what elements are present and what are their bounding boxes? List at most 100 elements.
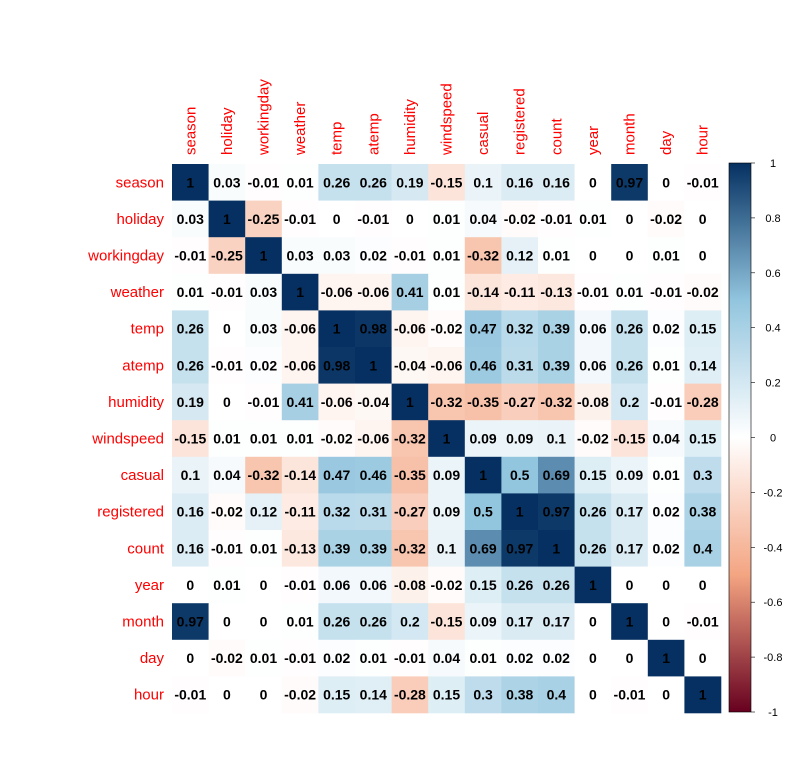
- cell-value-holiday-month: 0: [626, 211, 634, 227]
- cell-value-temp-season: 0.26: [177, 321, 204, 337]
- heatmap-cell-humidity-atemp: [355, 383, 392, 421]
- cell-value-day-count: 0.02: [543, 650, 570, 666]
- heatmap-cell-weather-holiday: [208, 273, 246, 311]
- heatmap-cell-season-temp: [318, 164, 356, 201]
- heatmap-cell-casual-weather: [281, 456, 319, 494]
- heatmap-cell-count-season: [172, 530, 209, 567]
- cell-value-day-windspeed: 0.04: [433, 650, 460, 666]
- cell-value-day-season: 0: [186, 650, 194, 666]
- cell-value-registered-month: 0.17: [616, 504, 643, 520]
- heatmap-cell-registered-windspeed: [428, 493, 466, 531]
- heatmap-cell-registered-month: [611, 493, 649, 531]
- cell-value-temp-registered: 0.32: [506, 321, 533, 337]
- heatmap-cell-month-weather: [281, 603, 319, 641]
- cell-value-weather-windspeed: 0.01: [433, 284, 460, 300]
- cell-value-season-temp: 0.26: [323, 174, 350, 190]
- cell-value-workingday-holiday: -0.25: [211, 248, 243, 264]
- cell-value-count-weather: -0.13: [284, 540, 316, 556]
- column-label-workingday: workingday: [256, 79, 273, 156]
- cell-value-humidity-atemp: -0.04: [357, 394, 389, 410]
- row-label-hour: hour: [134, 687, 164, 704]
- cell-value-day-month: 0: [626, 650, 634, 666]
- cell-value-holiday-registered: -0.02: [504, 211, 536, 227]
- cell-value-year-count: 0.26: [543, 577, 570, 593]
- heatmap-cell-season-humidity: [391, 164, 429, 201]
- cell-value-count-registered: 0.97: [506, 540, 533, 556]
- heatmap-cell-workingday-weather: [281, 237, 319, 275]
- cell-value-casual-season: 0.1: [181, 467, 201, 483]
- cell-value-windspeed-temp: -0.02: [321, 431, 353, 447]
- column-label-month: month: [622, 113, 639, 155]
- cell-value-atemp-workingday: 0.02: [250, 357, 277, 373]
- cell-value-temp-holiday: 0: [223, 321, 231, 337]
- heatmap-cell-count-atemp: [355, 530, 392, 567]
- row-label-humidity: humidity: [108, 394, 164, 411]
- heatmap-cell-weather-year: [574, 273, 612, 311]
- heatmap-cell-registered-weather: [281, 493, 319, 531]
- heatmap-cell-season-holiday: [208, 164, 246, 201]
- heatmap-cell-atemp-hour: [684, 347, 722, 384]
- cell-value-year-humidity: -0.08: [394, 577, 426, 593]
- cell-value-windspeed-windspeed: 1: [443, 431, 451, 447]
- heatmap-cell-year-count: [538, 566, 575, 604]
- heatmap-cell-workingday-hour: [684, 237, 722, 275]
- heatmap-cell-holiday-hour: [684, 200, 722, 238]
- cell-value-registered-humidity: -0.27: [394, 504, 426, 520]
- heatmap-cell-month-humidity: [391, 603, 429, 641]
- heatmap-cell-windspeed-month: [611, 420, 649, 458]
- cell-value-weather-season: 0.01: [177, 284, 204, 300]
- cell-value-registered-day: 0.02: [652, 504, 679, 520]
- cell-value-atemp-month: 0.26: [616, 357, 643, 373]
- cell-value-year-registered: 0.26: [506, 577, 533, 593]
- cell-value-holiday-atemp: -0.01: [357, 211, 389, 227]
- cell-value-registered-count: 0.97: [543, 504, 570, 520]
- heatmap-cell-hour-weather: [281, 676, 319, 714]
- heatmap-cell-year-casual: [464, 566, 502, 604]
- cell-value-hour-month: -0.01: [614, 687, 646, 703]
- cell-value-hour-windspeed: 0.15: [433, 687, 460, 703]
- cell-value-count-holiday: -0.01: [211, 540, 243, 556]
- heatmap-cell-registered-count: [538, 493, 575, 531]
- heatmap-cell-workingday-holiday: [208, 237, 246, 275]
- row-labels: season holiday workingday weather temp atemp h…: [87, 174, 165, 703]
- heatmap-cell-month-year: [574, 603, 612, 641]
- cell-value-month-season: 0.97: [177, 614, 204, 630]
- heatmap-cell-season-year: [574, 164, 612, 201]
- cell-value-registered-workingday: 0.12: [250, 504, 277, 520]
- heatmap-cell-count-workingday: [245, 530, 283, 567]
- cell-value-atemp-holiday: -0.01: [211, 357, 243, 373]
- heatmap-cell-temp-holiday: [208, 310, 246, 348]
- cell-value-windspeed-registered: 0.09: [506, 431, 533, 447]
- cell-value-registered-hour: 0.38: [689, 504, 716, 520]
- colorbar-tick-label: -0.8: [764, 652, 783, 664]
- colorbar-tick-label: 0.6: [765, 268, 780, 280]
- heatmap-cell-windspeed-holiday: [208, 420, 246, 458]
- cell-value-holiday-hour: 0: [699, 211, 707, 227]
- cell-value-humidity-holiday: 0: [223, 394, 231, 410]
- cell-value-hour-weather: -0.02: [284, 687, 316, 703]
- cell-value-holiday-casual: 0.04: [469, 211, 496, 227]
- cell-value-weather-count: -0.13: [540, 284, 572, 300]
- cell-value-windspeed-hour: 0.15: [689, 431, 716, 447]
- heatmap-cell-season-day: [647, 164, 685, 201]
- cell-value-count-temp: 0.39: [323, 540, 350, 556]
- heatmap-cell-humidity-temp: [318, 383, 356, 421]
- cell-value-casual-registered: 0.5: [510, 467, 530, 483]
- heatmap-cell-temp-month: [611, 310, 649, 348]
- cell-value-day-registered: 0.02: [506, 650, 533, 666]
- heatmap-cell-count-registered: [501, 530, 539, 567]
- cell-value-season-count: 0.16: [543, 174, 570, 190]
- cell-value-temp-windspeed: -0.02: [431, 321, 463, 337]
- cell-value-casual-workingday: -0.32: [248, 467, 280, 483]
- cell-value-atemp-windspeed: -0.06: [431, 357, 463, 373]
- heatmap-cell-count-hour: [684, 530, 722, 567]
- heatmap-cell-atemp-month: [611, 347, 649, 384]
- cell-value-holiday-weather: -0.01: [284, 211, 316, 227]
- cell-value-windspeed-count: 0.1: [547, 431, 567, 447]
- cell-value-month-count: 0.17: [543, 614, 570, 630]
- heatmap-cell-windspeed-hour: [684, 420, 722, 458]
- heatmap-cell-temp-year: [574, 310, 612, 348]
- column-label-registered: registered: [512, 88, 529, 155]
- heatmap-cell-year-humidity: [391, 566, 429, 604]
- heatmap-cell-hour-atemp: [355, 676, 392, 714]
